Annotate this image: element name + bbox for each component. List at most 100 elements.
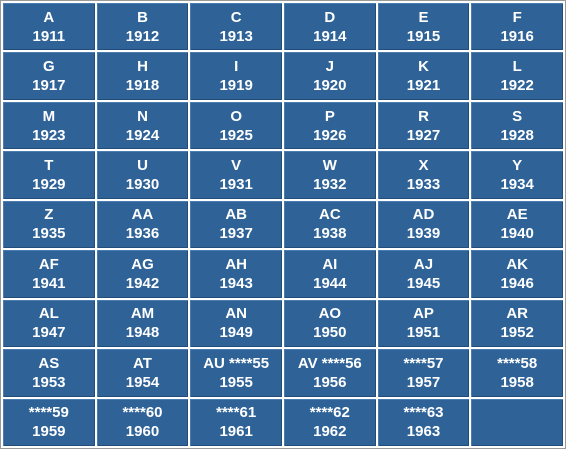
cell-code: AT (133, 354, 152, 372)
table-cell: ****62 1962 (283, 398, 376, 446)
table-cell: A 1911 (3, 3, 95, 51)
table-cell: AH 1943 (190, 250, 282, 298)
cell-year: 1935 (32, 225, 66, 243)
cell-year: 1938 (313, 225, 347, 243)
table-cell: X 1933 (377, 151, 470, 199)
cell-code: AE (506, 206, 528, 224)
cell-year: 1929 (32, 176, 66, 194)
table-cell: T 1929 (3, 151, 95, 199)
cell-code: L (512, 58, 522, 76)
table-cell: L 1922 (471, 52, 563, 100)
table-cell: G 1917 (3, 52, 95, 100)
cell-year: 1917 (32, 77, 66, 95)
cell-year: 1954 (125, 373, 160, 391)
cell-code: K (418, 58, 429, 76)
table-cell: AM 1948 (96, 299, 189, 348)
cell-year: 1920 (313, 77, 347, 95)
table-cell: M 1923 (3, 101, 95, 150)
cell-year: 1918 (125, 77, 160, 95)
table-cell: S 1928 (471, 101, 563, 150)
cell-code: R (418, 107, 429, 125)
cell-year: 1914 (313, 27, 347, 45)
cell-code: V (231, 157, 242, 175)
table-cell: U 1930 (96, 151, 189, 199)
cell-code: ****58 (497, 354, 538, 372)
cell-year: 1951 (406, 324, 441, 342)
cell-code: N (137, 107, 148, 125)
table-cell: W 1932 (283, 151, 376, 199)
cell-year: 1943 (219, 274, 253, 292)
cell-code: AS (38, 354, 60, 372)
cell-year: 1948 (125, 324, 160, 342)
cell-year: 1946 (500, 274, 534, 292)
cell-code: AA (131, 206, 154, 224)
table-cell: AC 1938 (283, 200, 376, 249)
cell-year: 1931 (219, 176, 253, 194)
cell-code: A (43, 8, 55, 26)
cell-year: 1933 (406, 176, 441, 194)
table-cell: R 1927 (377, 101, 470, 150)
table-cell: D 1914 (283, 3, 376, 51)
cell-code: AK (506, 255, 528, 273)
cell-code: O (230, 107, 242, 125)
table-cell: AN 1949 (190, 299, 282, 348)
cell-code: AI (322, 255, 338, 273)
cell-code: AP (413, 305, 434, 323)
cell-code: AV ****56 (297, 354, 362, 372)
table-cell: J 1920 (283, 52, 376, 100)
cell-year: 1944 (313, 274, 347, 292)
cell-year: 1916 (500, 27, 534, 45)
table-cell: O 1925 (190, 101, 282, 150)
cell-year: 1937 (219, 225, 253, 243)
year-code-grid: A 1911 B 1912 C 1913 D 1914 E 1915 F 1916 G 1917 H 1918… (3, 3, 563, 446)
cell-code: AC (318, 206, 341, 224)
table-cell: AS 1953 (3, 349, 95, 397)
cell-code: X (418, 157, 429, 175)
table-cell: AU ****55 1955 (190, 349, 282, 397)
cell-year: 1934 (500, 176, 534, 194)
cell-year: 1921 (406, 77, 441, 95)
table-cell: B 1912 (96, 3, 189, 51)
table-cell: H 1918 (96, 52, 189, 100)
cell-code: ****59 (28, 404, 69, 422)
cell-code: J (325, 58, 334, 76)
table-cell: AV ****56 1956 (283, 349, 376, 397)
cell-year: 1928 (500, 126, 534, 144)
cell-code: P (324, 107, 335, 125)
cell-code: AF (38, 255, 59, 273)
cell-code: Z (44, 206, 54, 224)
cell-year: 1911 (32, 27, 66, 45)
cell-code: M (42, 107, 56, 125)
cell-code: E (418, 8, 429, 26)
table-cell: Y 1934 (471, 151, 563, 199)
cell-code: AH (225, 255, 247, 273)
table-cell: ****63 1963 (377, 398, 470, 446)
table-cell: C 1913 (190, 3, 282, 51)
cell-year: 1958 (500, 373, 534, 391)
table-cell: AL 1947 (3, 299, 95, 348)
cell-year: 1962 (313, 423, 347, 441)
cell-code: ****57 (403, 354, 444, 372)
cell-code: U (137, 157, 148, 175)
table-cell: AB 1937 (190, 200, 282, 249)
cell-code: AL (38, 305, 59, 323)
cell-code: AJ (413, 255, 434, 273)
table-cell: Z 1935 (3, 200, 95, 249)
table-cell: E 1915 (377, 3, 470, 51)
cell-code: AN (225, 305, 247, 323)
table-cell: ****60 1960 (96, 398, 189, 446)
cell-year: 1953 (32, 373, 66, 391)
table-cell: V 1931 (190, 151, 282, 199)
cell-code: AB (225, 206, 247, 224)
cell-year: 1939 (406, 225, 441, 243)
cell-code: S (512, 107, 523, 125)
cell-code: W (322, 157, 337, 175)
cell-year: 1959 (32, 423, 66, 441)
cell-code: T (44, 157, 54, 175)
cell-code: D (324, 8, 336, 26)
cell-year: 1923 (32, 126, 66, 144)
cell-year: 1936 (125, 225, 160, 243)
table-cell: ****57 1957 (377, 349, 470, 397)
table-cell: AO 1950 (283, 299, 376, 348)
